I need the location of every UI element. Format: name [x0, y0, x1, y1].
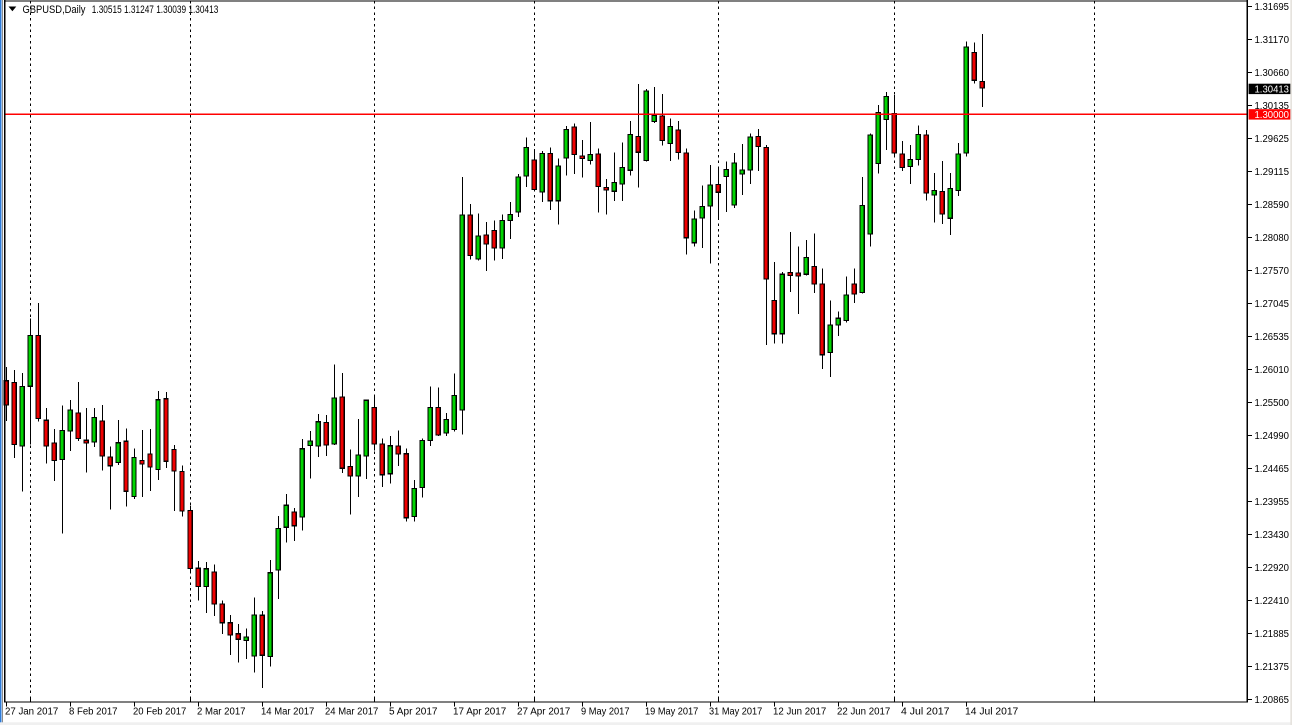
svg-text:1.20865: 1.20865	[1255, 695, 1290, 706]
svg-text:20 Feb 2017: 20 Feb 2017	[133, 707, 187, 718]
svg-text:1.24990: 1.24990	[1255, 431, 1290, 442]
svg-text:1.28590: 1.28590	[1255, 200, 1290, 211]
svg-text:1.21375: 1.21375	[1255, 662, 1290, 673]
svg-text:1.28080: 1.28080	[1255, 233, 1290, 244]
svg-text:31 May 2017: 31 May 2017	[709, 707, 763, 718]
svg-text:1.26535: 1.26535	[1255, 332, 1290, 343]
svg-text:1.23955: 1.23955	[1255, 497, 1290, 508]
svg-text:17 Apr 2017: 17 Apr 2017	[453, 707, 507, 718]
svg-text:1.23430: 1.23430	[1255, 530, 1290, 541]
svg-text:1.30660: 1.30660	[1255, 68, 1290, 79]
svg-text:27 Apr 2017: 27 Apr 2017	[517, 707, 571, 718]
svg-text:1.29625: 1.29625	[1255, 134, 1290, 145]
svg-text:19 May 2017: 19 May 2017	[645, 707, 699, 718]
svg-text:1.25500: 1.25500	[1255, 398, 1290, 409]
svg-text:1.24465: 1.24465	[1255, 464, 1290, 475]
svg-text:14 Jul 2017: 14 Jul 2017	[965, 707, 1019, 718]
svg-text:14 Mar 2017: 14 Mar 2017	[261, 707, 315, 718]
svg-text:1.21885: 1.21885	[1255, 629, 1290, 640]
svg-text:1.30515 1.31247 1.30039 1.3041: 1.30515 1.31247 1.30039 1.30413	[92, 4, 219, 16]
svg-text:1.22410: 1.22410	[1255, 596, 1290, 607]
svg-text:4 Jul 2017: 4 Jul 2017	[901, 707, 950, 718]
svg-text:1.31695: 1.31695	[1255, 2, 1290, 13]
svg-text:22 Jun 2017: 22 Jun 2017	[837, 707, 891, 718]
svg-text:12 Jun 2017: 12 Jun 2017	[773, 707, 827, 718]
svg-text:9 May 2017: 9 May 2017	[581, 707, 630, 718]
svg-text:8 Feb 2017: 8 Feb 2017	[69, 707, 118, 718]
svg-text:5 Apr 2017: 5 Apr 2017	[389, 707, 438, 718]
svg-text:1.22920: 1.22920	[1255, 563, 1290, 574]
svg-text:1.30413: 1.30413	[1255, 84, 1290, 95]
svg-text:1.26010: 1.26010	[1255, 365, 1290, 376]
svg-text:1.30135: 1.30135	[1255, 101, 1290, 112]
svg-text:2 Mar 2017: 2 Mar 2017	[197, 707, 246, 718]
svg-text:1.31170: 1.31170	[1255, 35, 1290, 46]
svg-text:24 Mar 2017: 24 Mar 2017	[325, 707, 379, 718]
svg-text:27 Jan 2017: 27 Jan 2017	[5, 707, 59, 718]
svg-text:1.27570: 1.27570	[1255, 266, 1290, 277]
svg-text:1.29115: 1.29115	[1255, 167, 1290, 178]
svg-text:1.27045: 1.27045	[1255, 299, 1290, 310]
svg-text:GBPUSD,Daily: GBPUSD,Daily	[23, 4, 86, 16]
svg-text:1.30000: 1.30000	[1255, 110, 1290, 121]
